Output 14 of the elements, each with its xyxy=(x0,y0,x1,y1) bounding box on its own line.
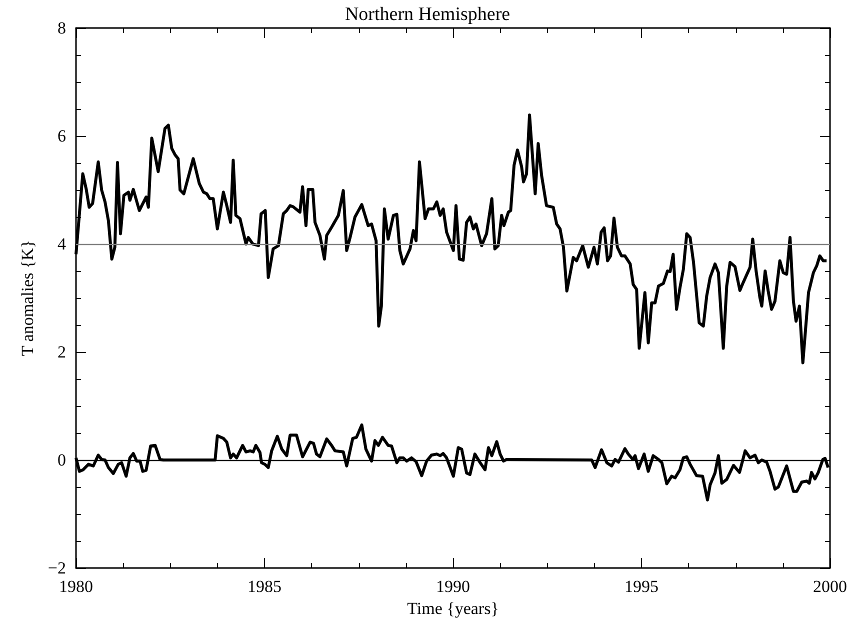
y-axis-title: T anomalies {K} xyxy=(18,240,37,356)
x-tick-label: 2000 xyxy=(813,577,847,596)
y-tick-label: 0 xyxy=(58,450,66,470)
y-tick-label: 4 xyxy=(58,234,66,254)
x-axis-title: Time {years} xyxy=(407,599,499,618)
x-tick-label: 1985 xyxy=(248,577,282,596)
chart-title: Northern Hemisphere xyxy=(344,4,510,25)
y-tick-label: 6 xyxy=(58,126,66,146)
y-tick-label: 8 xyxy=(58,18,66,38)
y-tick-label: −2 xyxy=(48,558,66,578)
y-tick-label: 2 xyxy=(58,342,66,362)
x-tick-label: 1980 xyxy=(59,577,93,596)
x-tick-label: 1990 xyxy=(436,577,470,596)
x-tick-label: 1995 xyxy=(624,577,658,596)
